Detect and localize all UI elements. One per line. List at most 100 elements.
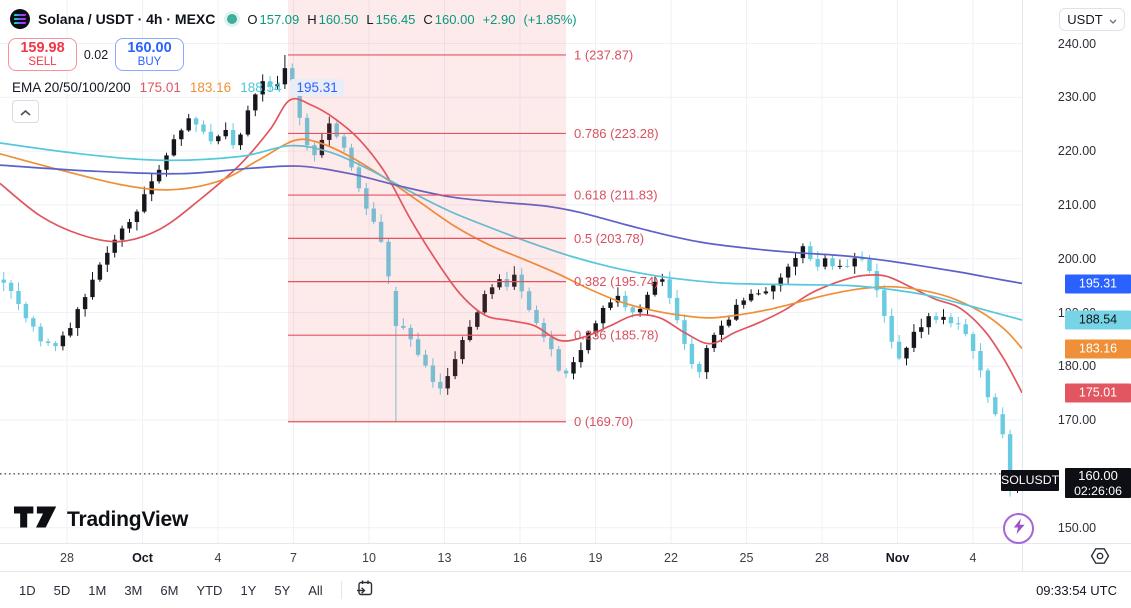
ema-value-20[interactable]: 175.01: [139, 79, 181, 95]
fib-level-label: 0 (169.70): [574, 414, 633, 429]
candle-body: [445, 376, 450, 389]
candle-body: [238, 134, 243, 146]
candle-body: [852, 258, 857, 267]
candle-body: [837, 265, 843, 267]
candle-body: [534, 310, 539, 324]
candles-layer: [1, 54, 1020, 497]
candle-body: [415, 339, 421, 355]
candle-body: [1007, 434, 1013, 489]
candle-body: [290, 68, 295, 86]
time-axis-tick: 7: [290, 550, 297, 565]
high-label: H: [307, 11, 317, 27]
candle-body: [393, 290, 399, 326]
price-axis-tick: 170.00: [1057, 413, 1097, 428]
candle-body: [282, 68, 288, 85]
candle-body: [23, 304, 29, 319]
candle-body: [785, 266, 791, 278]
time-axis-tick: 22: [664, 550, 678, 565]
range-button-5d[interactable]: 5D: [53, 582, 71, 598]
instant-trading-button[interactable]: [1003, 513, 1034, 544]
time-axis-tick: 25: [739, 550, 754, 565]
time-axis-tick: 13: [437, 550, 452, 565]
candle-body: [460, 339, 465, 360]
time-axis-tick: Nov: [885, 550, 910, 565]
symbol-title[interactable]: Solana / USDT · 4h · MEXC: [38, 11, 216, 27]
sell-button[interactable]: 159.98 SELL: [8, 38, 77, 71]
ema-legend[interactable]: EMA 20/50/100/200 175.01 183.16 188.54 195.…: [12, 77, 344, 97]
candle-body: [423, 354, 428, 366]
candle-body: [563, 370, 569, 374]
fib-level-label: 1 (237.87): [574, 47, 633, 62]
price-axis-tick: 230.00: [1057, 90, 1097, 105]
ema-value-100[interactable]: 188.54: [240, 79, 282, 95]
candle-body: [882, 290, 887, 316]
change-value: +2.90: [482, 11, 516, 27]
calendar-arrow-icon: [356, 579, 374, 602]
ema-value-50[interactable]: 183.16: [189, 79, 232, 95]
range-button-1d[interactable]: 1D: [19, 582, 36, 598]
buy-price: 160.00: [127, 40, 172, 56]
candle-body: [504, 279, 510, 287]
trade-buttons-row: 159.98 SELL 0.02 160.00 BUY: [8, 38, 184, 71]
candle-body: [571, 362, 576, 374]
candle-body: [341, 136, 347, 148]
close-label: C: [423, 11, 433, 27]
price-tag-ema20: 175.01: [1065, 383, 1131, 403]
buy-button[interactable]: 160.00 BUY: [115, 38, 184, 71]
chart-region[interactable]: 1 (237.87) 0.786 (223.28) 0.618 (211.83) 0.…: [0, 0, 1022, 543]
candle-body: [475, 312, 480, 327]
fib-level-label: 0.5 (203.78): [574, 231, 644, 246]
tradingview-watermark[interactable]: TradingView: [14, 504, 188, 535]
range-button-6m[interactable]: 6M: [160, 582, 179, 598]
candle-body: [334, 123, 339, 137]
candle-body: [778, 277, 783, 286]
candle-body: [896, 341, 902, 359]
range-button-all[interactable]: All: [308, 582, 323, 598]
currency-selector-button[interactable]: USDT: [1059, 8, 1125, 31]
price-axis-tick: 200.00: [1057, 251, 1097, 266]
time-axis-tick: 4: [214, 550, 222, 565]
candle-body: [667, 279, 672, 298]
candle-body: [223, 130, 228, 137]
range-button-1y[interactable]: 1Y: [240, 582, 257, 598]
candle-body: [578, 350, 584, 363]
range-button-ytd[interactable]: YTD: [196, 582, 223, 598]
fib-level-label: 0.786 (223.28): [574, 126, 659, 141]
candle-body: [660, 279, 665, 282]
range-button-1m[interactable]: 1M: [88, 582, 107, 598]
candle-body: [260, 81, 265, 95]
range-button-3m[interactable]: 3M: [124, 582, 143, 598]
collapse-legend-button[interactable]: [12, 100, 39, 123]
candle-body: [371, 208, 376, 222]
fib-retracement-drawing[interactable]: 1 (237.87) 0.786 (223.28) 0.618 (211.83) 0.…: [288, 0, 659, 429]
low-label: L: [366, 11, 374, 27]
candle-body: [430, 365, 436, 382]
candle-body: [90, 279, 95, 298]
price-axis[interactable]: 240.00230.00220.00210.00200.00190.00180.…: [1023, 0, 1131, 543]
candle-body: [541, 323, 547, 338]
candle-body: [119, 228, 125, 240]
candle-body: [919, 327, 924, 332]
time-axis-tick: 19: [588, 550, 603, 565]
range-button-5y[interactable]: 5Y: [274, 582, 291, 598]
fib-level-label: 0.618 (211.83): [574, 188, 658, 203]
candle-body: [1, 279, 6, 283]
time-axis[interactable]: 28 Oct 4 7 10 13 16 19 22 25 28 Nov 4: [0, 544, 1022, 571]
go-to-date-button[interactable]: [351, 578, 379, 602]
fib-level-label: 0.382 (195.74): [574, 274, 659, 289]
timezone-button[interactable]: 09:33:54 UTC: [1036, 582, 1117, 598]
candle-body: [793, 258, 798, 267]
candle-body: [186, 118, 191, 131]
candle-body: [60, 335, 66, 347]
candle-body: [105, 252, 110, 265]
candlestick-chart[interactable]: 1 (237.87) 0.786 (223.28) 0.618 (211.83) 0.…: [0, 0, 1022, 543]
hexagon-settings-button[interactable]: [1089, 545, 1111, 567]
ema-legend-label: EMA 20/50/100/200: [12, 79, 131, 95]
ohlc-values: O 157.09 H 160.50 L 156.45 C 160.00 +2.90 (+…: [247, 12, 576, 27]
watermark-label: TradingView: [67, 507, 189, 531]
ema-value-200[interactable]: 195.31: [290, 78, 344, 96]
candle-body: [734, 304, 739, 320]
candle-body: [815, 259, 820, 267]
candle-body: [356, 167, 362, 189]
